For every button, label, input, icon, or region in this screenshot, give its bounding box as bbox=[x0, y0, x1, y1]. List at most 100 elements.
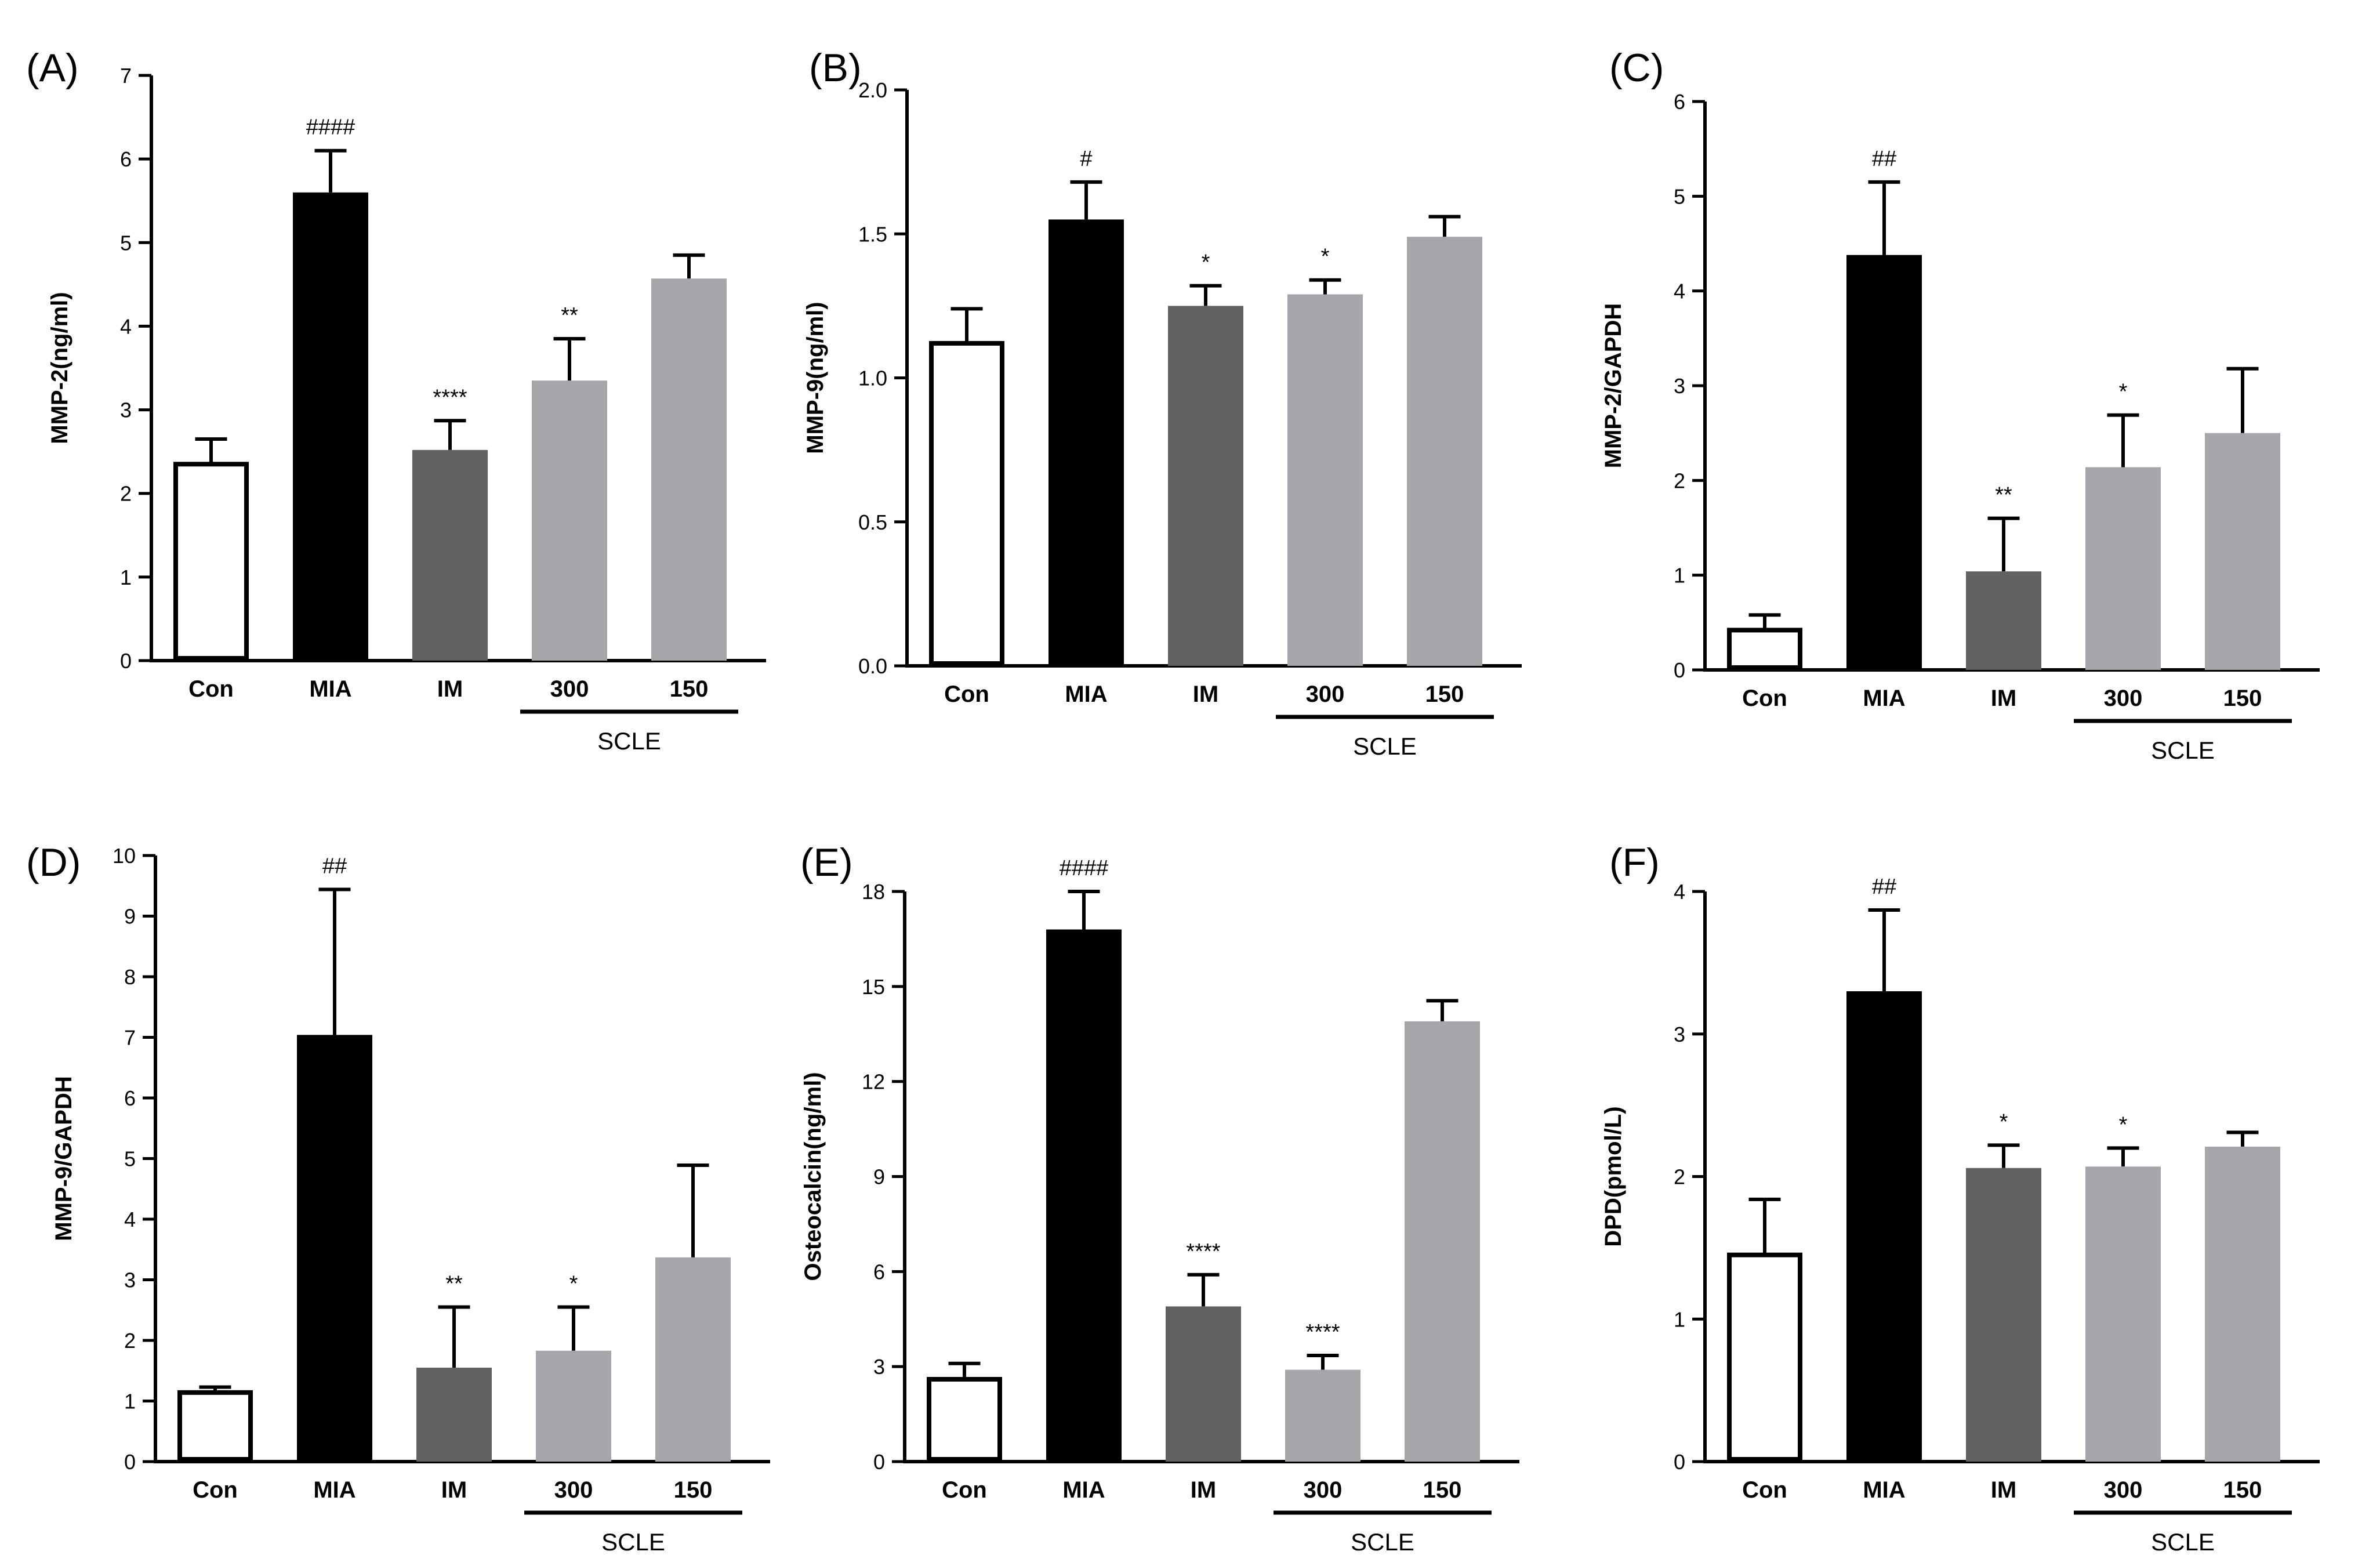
y-axis-title: MMP-2/GAPDH bbox=[1601, 303, 1626, 468]
bar bbox=[1405, 1021, 1480, 1462]
significance-marker: **** bbox=[433, 385, 467, 409]
x-tick-label: MIA bbox=[313, 1477, 355, 1503]
bar bbox=[173, 462, 249, 661]
panel-label: (B) bbox=[809, 46, 862, 90]
significance-marker: ## bbox=[1872, 147, 1896, 171]
significance-marker: * bbox=[2119, 380, 2128, 404]
x-tick-label: IM bbox=[441, 1477, 467, 1503]
y-tick-label: 3 bbox=[873, 1355, 885, 1379]
panel-label: (F) bbox=[1609, 840, 1660, 885]
y-tick-label: 7 bbox=[120, 64, 132, 88]
x-tick-label: 300 bbox=[2104, 686, 2143, 711]
y-axis-title: Osteocalcin(ng/ml) bbox=[800, 1072, 826, 1281]
chart-panel: (A) 0 1 2 3 4 5 6 7 MMP-2(ng/ml) Con #### MIA **** IM *… bbox=[26, 46, 766, 755]
y-axis-title: DPD(pmol/L) bbox=[1601, 1106, 1626, 1246]
significance-marker: #### bbox=[1060, 856, 1109, 880]
bar bbox=[1727, 1252, 1802, 1462]
bar bbox=[929, 340, 1004, 666]
bar bbox=[416, 1368, 492, 1462]
y-tick-label: 8 bbox=[124, 965, 136, 989]
y-tick-label: 2.0 bbox=[858, 78, 887, 102]
x-tick-label: IM bbox=[437, 676, 463, 702]
bar bbox=[1287, 294, 1363, 666]
y-tick-label: 2 bbox=[1674, 469, 1685, 492]
x-tick-label: Con bbox=[942, 1477, 987, 1503]
x-tick-label: 300 bbox=[1306, 682, 1345, 707]
significance-marker: * bbox=[1202, 251, 1210, 275]
x-tick-label: 300 bbox=[2104, 1477, 2143, 1503]
y-tick-label: 1.5 bbox=[858, 222, 887, 246]
y-tick-label: 4 bbox=[120, 314, 132, 338]
group-label: SCLE bbox=[2151, 737, 2215, 764]
y-tick-label: 4 bbox=[1674, 880, 1685, 904]
group-label: SCLE bbox=[1353, 733, 1417, 760]
panel-label: (A) bbox=[26, 46, 79, 90]
bar bbox=[536, 1350, 611, 1462]
y-tick-label: 0 bbox=[124, 1450, 136, 1474]
x-tick-label: MIA bbox=[1863, 686, 1905, 711]
bar bbox=[1846, 255, 1922, 670]
x-tick-label: 300 bbox=[554, 1477, 593, 1503]
y-tick-label: 2 bbox=[1674, 1165, 1685, 1189]
y-tick-label: 3 bbox=[1674, 1023, 1685, 1046]
y-tick-label: 2 bbox=[124, 1329, 136, 1353]
significance-marker: **** bbox=[1186, 1239, 1220, 1264]
significance-marker: **** bbox=[1305, 1320, 1340, 1344]
y-tick-label: 1 bbox=[1674, 1307, 1685, 1331]
bar bbox=[1046, 929, 1122, 1462]
significance-marker: ** bbox=[561, 303, 578, 328]
y-tick-label: 6 bbox=[873, 1260, 885, 1284]
panel-label: (C) bbox=[1609, 46, 1664, 90]
y-tick-label: 15 bbox=[862, 975, 885, 999]
x-tick-label: IM bbox=[1193, 682, 1218, 707]
y-tick-label: 6 bbox=[124, 1086, 136, 1110]
bar bbox=[412, 450, 488, 661]
x-tick-label: MIA bbox=[309, 676, 351, 702]
y-tick-label: 9 bbox=[873, 1165, 885, 1189]
significance-marker: ## bbox=[322, 854, 347, 879]
significance-marker: * bbox=[569, 1272, 578, 1296]
x-tick-label: 150 bbox=[2223, 1477, 2262, 1503]
bar bbox=[532, 380, 607, 661]
significance-marker: #### bbox=[306, 115, 355, 140]
significance-marker: ## bbox=[1872, 875, 1896, 899]
bar bbox=[1846, 991, 1922, 1462]
bar bbox=[2085, 1166, 2161, 1462]
significance-marker: ** bbox=[445, 1272, 463, 1296]
y-tick-label: 0.5 bbox=[858, 510, 887, 534]
y-tick-label: 5 bbox=[124, 1147, 136, 1171]
y-tick-label: 0 bbox=[1674, 1450, 1685, 1474]
y-tick-label: 3 bbox=[120, 398, 132, 422]
bar bbox=[297, 1035, 372, 1462]
y-tick-label: 6 bbox=[1674, 90, 1685, 114]
y-tick-label: 4 bbox=[1674, 280, 1685, 303]
significance-marker: * bbox=[2119, 1112, 2128, 1137]
panel-label: (D) bbox=[26, 840, 81, 885]
x-tick-label: Con bbox=[1742, 686, 1787, 711]
significance-marker: * bbox=[2000, 1110, 2008, 1134]
bar bbox=[1407, 237, 1482, 666]
x-tick-label: 150 bbox=[1423, 1477, 1462, 1503]
significance-marker: * bbox=[1321, 245, 1330, 269]
y-axis-title: MMP-9(ng/ml) bbox=[803, 302, 828, 454]
x-tick-label: 150 bbox=[1425, 682, 1464, 707]
bar bbox=[2205, 1146, 2280, 1462]
x-tick-label: MIA bbox=[1863, 1477, 1905, 1503]
bar bbox=[927, 1377, 1002, 1462]
x-tick-label: IM bbox=[1991, 1477, 2016, 1503]
bar bbox=[293, 192, 368, 661]
chart-panel: (E) 0 3 6 9 12 15 18 Osteocalcin(ng/ml) Con #### MI… bbox=[800, 840, 1519, 1555]
chart-panel: (B) 0.0 0.5 1.0 1.5 2.0 MMP-9(ng/ml) Con # MIA * IM… bbox=[803, 46, 1522, 760]
bar bbox=[651, 278, 727, 661]
y-tick-label: 1 bbox=[120, 566, 132, 589]
chart-panel: (F) 0 1 2 3 4 DPD(pmol/L) Con ## MIA * IM * 300 150 SCL… bbox=[1601, 840, 2320, 1555]
bar bbox=[1168, 306, 1243, 666]
x-tick-label: 150 bbox=[674, 1477, 713, 1503]
x-tick-label: Con bbox=[1742, 1477, 1787, 1503]
y-axis-title: MMP-9/GAPDH bbox=[51, 1076, 77, 1241]
x-tick-label: MIA bbox=[1065, 682, 1107, 707]
y-tick-label: 0 bbox=[1674, 658, 1685, 682]
x-tick-label: 300 bbox=[1304, 1477, 1343, 1503]
y-tick-label: 3 bbox=[124, 1268, 136, 1292]
